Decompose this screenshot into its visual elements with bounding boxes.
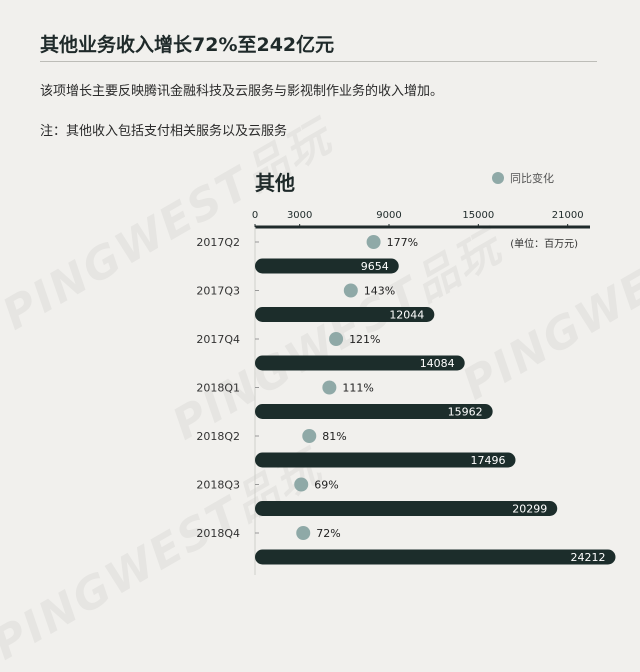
category-label: 2018Q4 bbox=[196, 527, 240, 540]
yoy-label: 143% bbox=[364, 285, 395, 298]
bar-value-label: 20299 bbox=[512, 503, 547, 516]
x-tick-label: 3000 bbox=[287, 210, 312, 221]
page-subtitle: 该项增长主要反映腾讯金融科技及云服务与影视制作业务的收入增加。 bbox=[40, 84, 444, 99]
bar bbox=[255, 404, 493, 419]
category-label: 2018Q2 bbox=[196, 430, 240, 443]
bar-value-label: 12044 bbox=[389, 309, 424, 322]
bar bbox=[255, 355, 465, 371]
bar bbox=[255, 549, 616, 565]
bar bbox=[255, 307, 435, 322]
legend-label: 同比变化 bbox=[510, 171, 554, 185]
bar-value-label: 24212 bbox=[570, 551, 605, 564]
yoy-dot bbox=[343, 283, 358, 298]
bar-value-label: 15962 bbox=[448, 406, 483, 419]
bar-chart: 其他 同比变化 0 3000 9000 15000 21000 (单位：百万元) 2017Q2 1… bbox=[196, 171, 616, 575]
bar-value-label: 9654 bbox=[361, 260, 389, 273]
category-label: 2017Q2 bbox=[196, 236, 240, 249]
yoy-dot bbox=[296, 526, 311, 540]
bar-value-label: 17496 bbox=[470, 454, 505, 467]
chart-title: 其他 bbox=[255, 171, 295, 195]
category-label: 2018Q3 bbox=[196, 479, 240, 492]
x-tick-label: 15000 bbox=[462, 210, 494, 221]
yoy-label: 111% bbox=[342, 382, 373, 395]
yoy-dot bbox=[322, 380, 337, 395]
category-label: 2017Q3 bbox=[196, 285, 240, 298]
bar bbox=[255, 501, 558, 516]
yoy-label: 69% bbox=[314, 479, 338, 492]
bar bbox=[255, 452, 516, 468]
yoy-label: 72% bbox=[316, 527, 340, 540]
yoy-label: 121% bbox=[349, 333, 380, 346]
yoy-dot bbox=[302, 429, 317, 443]
category-label: 2017Q4 bbox=[196, 333, 240, 346]
yoy-label: 81% bbox=[322, 430, 346, 443]
legend-dot bbox=[492, 172, 504, 184]
x-tick-label: 21000 bbox=[552, 210, 584, 221]
bar bbox=[255, 258, 399, 274]
x-tick-label: 9000 bbox=[376, 210, 401, 221]
unit-label: (单位：百万元) bbox=[510, 237, 578, 250]
bar-value-label: 14084 bbox=[420, 357, 455, 370]
page-note: 注：其他收入包括支付相关服务以及云服务 bbox=[40, 124, 288, 139]
category-label: 2018Q1 bbox=[196, 382, 240, 395]
title-divider bbox=[40, 61, 597, 62]
yoy-dot bbox=[329, 332, 344, 346]
yoy-dot bbox=[294, 477, 309, 492]
x-tick-label: 0 bbox=[252, 210, 258, 221]
yoy-dot bbox=[366, 235, 381, 249]
yoy-label: 177% bbox=[387, 236, 418, 249]
page-title: 其他业务收入增长72%至242亿元 bbox=[40, 34, 335, 56]
